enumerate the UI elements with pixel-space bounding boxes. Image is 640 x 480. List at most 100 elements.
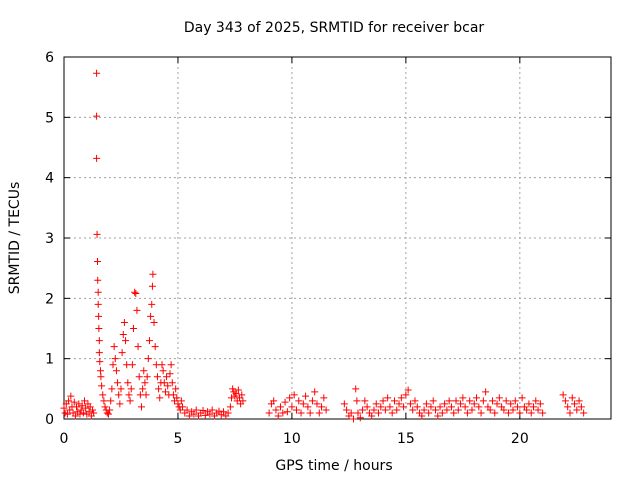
data-point: [422, 400, 430, 408]
data-point: [94, 300, 102, 308]
data-point: [151, 343, 159, 351]
data-point: [79, 409, 87, 417]
data-point: [292, 406, 300, 414]
data-point: [88, 406, 96, 414]
data-point: [208, 406, 216, 414]
data-point: [450, 409, 458, 417]
data-point: [104, 410, 112, 418]
data-point: [134, 343, 142, 351]
data-point: [363, 403, 371, 411]
x-tick-label: 20: [511, 431, 529, 447]
data-points: [60, 69, 588, 423]
data-point: [463, 409, 471, 417]
data-point: [500, 406, 508, 414]
data-point: [161, 388, 169, 396]
data-point: [353, 397, 361, 405]
data-point: [71, 412, 79, 420]
data-point: [532, 397, 540, 405]
data-point: [473, 394, 481, 402]
x-tick-label: 0: [60, 431, 69, 447]
data-point: [172, 385, 180, 393]
data-point: [199, 407, 207, 415]
data-point: [168, 379, 176, 387]
data-point: [226, 403, 234, 411]
data-point: [174, 400, 182, 408]
data-point: [318, 403, 326, 411]
data-point: [144, 355, 152, 363]
data-point: [322, 406, 330, 414]
data-point: [381, 406, 389, 414]
data-point: [290, 391, 298, 399]
data-point: [224, 409, 232, 417]
data-point: [132, 290, 140, 298]
data-point: [577, 403, 585, 411]
data-point: [85, 408, 93, 416]
data-point: [454, 406, 462, 414]
data-point: [139, 385, 147, 393]
data-point: [124, 379, 132, 387]
y-tick-label: 4: [45, 171, 54, 187]
data-point: [265, 409, 273, 417]
data-point: [133, 306, 141, 314]
data-point: [488, 397, 496, 405]
data-point: [137, 403, 145, 411]
data-point: [173, 394, 181, 402]
data-point: [539, 409, 547, 417]
data-point: [148, 282, 156, 290]
data-point: [220, 408, 228, 416]
data-point: [116, 400, 124, 408]
data-point: [404, 386, 412, 394]
data-point: [150, 318, 158, 326]
data-point: [279, 409, 287, 417]
data-point: [375, 409, 383, 417]
data-point: [429, 397, 437, 405]
data-point: [122, 337, 130, 345]
data-point: [575, 397, 583, 405]
data-point: [443, 406, 451, 414]
data-point: [386, 403, 394, 411]
data-point: [115, 391, 123, 399]
data-point: [179, 403, 187, 411]
data-point: [90, 409, 98, 417]
data-point: [566, 409, 574, 417]
data-point: [65, 397, 73, 405]
data-point: [126, 397, 134, 405]
data-point: [534, 406, 542, 414]
data-point: [81, 397, 89, 405]
y-tick-label: 6: [45, 50, 54, 66]
data-point: [372, 400, 380, 408]
data-point: [229, 385, 237, 393]
data-point: [400, 403, 408, 411]
data-point: [311, 388, 319, 396]
data-point: [148, 300, 156, 308]
data-point: [95, 325, 103, 332]
data-point: [397, 394, 405, 402]
data-point: [507, 400, 515, 408]
data-point: [436, 403, 444, 411]
data-point: [413, 403, 421, 411]
data-point: [156, 394, 164, 402]
x-axis-label: GPS time / hours: [275, 458, 392, 474]
data-point: [206, 410, 214, 418]
data-point: [163, 373, 171, 381]
data-point: [516, 409, 524, 417]
data-point: [340, 400, 348, 408]
data-point: [158, 361, 166, 369]
data-point: [190, 410, 198, 418]
data-point: [82, 404, 90, 412]
data-point: [153, 373, 161, 381]
data-point: [527, 409, 535, 417]
data-point: [97, 373, 105, 381]
y-tick-label: 5: [45, 110, 54, 126]
data-point: [452, 397, 460, 405]
data-point: [479, 397, 487, 405]
data-point: [117, 385, 125, 393]
data-point: [297, 409, 305, 417]
data-point: [286, 394, 294, 402]
data-point: [95, 337, 103, 345]
data-point: [482, 388, 490, 396]
data-point: [388, 409, 396, 417]
data-point: [313, 400, 321, 408]
data-point: [356, 414, 364, 422]
data-point: [302, 392, 310, 400]
